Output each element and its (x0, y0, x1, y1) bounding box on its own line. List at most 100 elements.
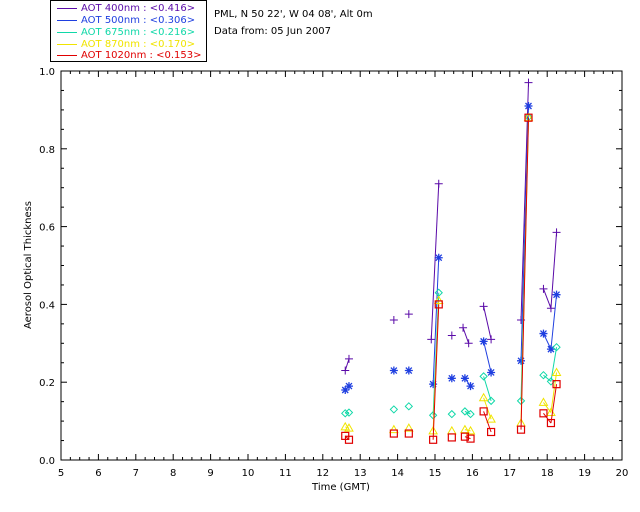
series-line-segment (464, 436, 471, 440)
x-tick-label: 8 (170, 468, 176, 479)
data-point-plus (344, 354, 353, 363)
x-tick-label: 7 (133, 468, 139, 479)
data-point-plus (427, 335, 436, 344)
legend-swatch (57, 55, 77, 56)
x-tick-label: 10 (242, 468, 255, 479)
data-point-star (429, 380, 438, 389)
data-point-square (447, 433, 456, 442)
series-line-segment (462, 327, 470, 344)
x-tick-label: 12 (316, 468, 329, 479)
data-point-diamond (341, 409, 350, 418)
x-axis-label: Time (GMT) (311, 482, 370, 493)
data-point-diamond (479, 372, 488, 381)
data-point-plus (459, 323, 468, 332)
data-point-diamond (389, 405, 399, 414)
x-tick-label: 13 (354, 468, 367, 479)
data-series (340, 78, 562, 444)
data-point-square (429, 435, 438, 444)
data-point-diamond (428, 411, 438, 420)
series-line-segment (543, 374, 552, 382)
data-point-star (524, 102, 533, 111)
series-line-segment (550, 294, 558, 350)
series-line-segment (432, 304, 440, 440)
data-point-square (552, 380, 561, 389)
data-point-square (389, 429, 398, 438)
data-point-triangle (344, 423, 354, 432)
x-tick-label: 5 (58, 468, 64, 479)
data-point-square (404, 429, 413, 438)
data-point-diamond (486, 396, 496, 406)
data-point-plus (487, 335, 496, 344)
data-point-square (516, 425, 526, 434)
data-point-star (487, 368, 496, 377)
series-line-segment (430, 183, 440, 340)
data-point-plus (524, 78, 533, 87)
data-point-plus (539, 284, 548, 293)
legend-swatch (57, 44, 77, 45)
series-line-segment (550, 372, 558, 413)
x-tick-label: 6 (95, 468, 101, 479)
series-line-segment (550, 384, 558, 424)
data-date: Data from: 05 Jun 2007 (214, 26, 332, 37)
data-point-diamond (344, 408, 354, 417)
data-point-star (344, 382, 353, 391)
y-tick-label: 0.8 (39, 145, 55, 156)
x-tick-label: 17 (503, 468, 516, 479)
data-point-plus (404, 310, 413, 319)
data-point-plus (464, 339, 473, 348)
data-point-triangle (551, 367, 562, 376)
data-point-triangle (446, 425, 457, 435)
series-line-segment (550, 232, 558, 309)
y-axis-ticks: 0.0 0.2 0.4 0.6 0.8 1.0 (39, 67, 622, 467)
x-tick-label: 16 (466, 468, 479, 479)
data-point-plus (341, 366, 350, 375)
y-tick-label: 0.4 (39, 300, 55, 311)
series-line-segment (483, 341, 492, 373)
data-point-star (517, 356, 526, 365)
data-point-star (552, 290, 561, 299)
data-point-square (539, 409, 548, 418)
series-aot-400nm (341, 78, 561, 375)
data-point-star (447, 374, 456, 383)
data-point-triangle (403, 423, 414, 432)
data-point-square (487, 427, 496, 437)
data-point-triangle (486, 414, 496, 423)
y-tick-label: 1.0 (39, 67, 55, 78)
data-point-star (479, 337, 488, 346)
data-point-square (524, 113, 533, 122)
station-location: PML, N 50 22', W 04 08', Alt 0m (214, 9, 373, 20)
series-aot-1020nm (341, 113, 561, 444)
legend-label: AOT 1020nm : <0.153> (81, 50, 202, 61)
data-point-star (389, 366, 398, 375)
data-point-star (466, 382, 475, 391)
series-line-segment (543, 333, 552, 350)
series-line-segment (542, 288, 552, 309)
series-line-segment (520, 117, 529, 430)
series-line-segment (432, 257, 440, 385)
data-point-plus (447, 331, 456, 340)
legend-swatch (57, 32, 77, 33)
data-point-diamond (460, 407, 470, 416)
series-line-segment (543, 413, 552, 424)
data-point-star (341, 385, 350, 394)
series-line-segment (483, 376, 492, 402)
x-tick-label: 14 (391, 468, 404, 479)
data-point-square (479, 407, 488, 416)
data-point-diamond (466, 409, 475, 419)
data-point-star (539, 329, 548, 338)
y-tick-label: 0.6 (39, 223, 55, 234)
plot-axes (60, 70, 623, 461)
data-point-triangle (538, 397, 549, 406)
data-point-plus (546, 304, 555, 313)
data-point-diamond (404, 402, 414, 411)
data-point-plus (389, 315, 398, 324)
data-point-star (460, 374, 469, 383)
series-line-segment (520, 82, 529, 320)
plot-frame (60, 70, 623, 461)
legend-label: AOT 870nm : <0.170> (81, 39, 196, 50)
series-line-segment (344, 358, 350, 371)
series-line-segment (483, 306, 492, 340)
data-point-star (404, 366, 413, 375)
x-tick-label: 19 (578, 468, 591, 479)
